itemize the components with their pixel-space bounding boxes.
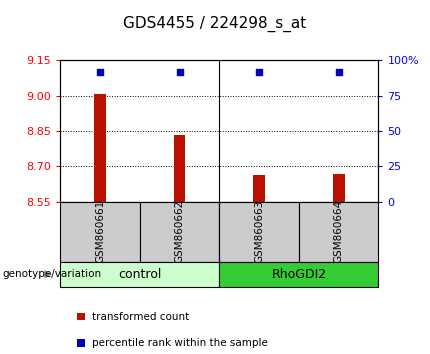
Bar (299, 202, 378, 262)
Point (335, 69, 342, 75)
Text: GSM860664: GSM860664 (334, 200, 344, 263)
Bar (94, 95, 106, 202)
Text: control: control (118, 268, 161, 281)
Text: percentile rank within the sample: percentile rank within the sample (92, 338, 267, 348)
Point (176, 69, 183, 74)
Bar (333, 174, 344, 202)
Bar (140, 202, 219, 262)
Text: GSM860663: GSM860663 (254, 200, 264, 263)
Bar (60, 202, 140, 262)
Bar (60, 262, 219, 287)
Bar (219, 202, 299, 262)
Text: GSM860661: GSM860661 (95, 200, 105, 263)
Polygon shape (44, 270, 52, 279)
Bar (219, 262, 378, 287)
Point (255, 69, 262, 75)
Text: GDS4455 / 224298_s_at: GDS4455 / 224298_s_at (123, 16, 307, 32)
Bar (253, 175, 265, 202)
Text: GSM860662: GSM860662 (175, 200, 184, 263)
Point (96, 69, 103, 74)
Text: genotype/variation: genotype/variation (2, 269, 101, 279)
Bar (174, 135, 185, 202)
Text: transformed count: transformed count (92, 312, 189, 321)
Text: RhoGDI2: RhoGDI2 (271, 268, 326, 281)
